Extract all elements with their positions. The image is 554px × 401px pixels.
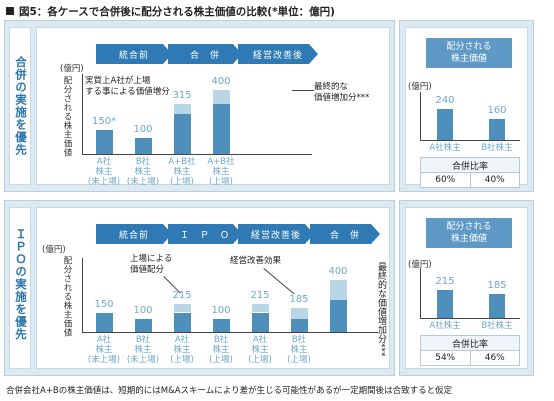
bar-base	[95, 312, 113, 332]
bottom-result-title: 配分される 株主価値	[426, 218, 512, 248]
bar-base	[134, 319, 152, 332]
bar-base	[489, 293, 505, 318]
bottom-flow-step-3: 経営改善後	[238, 224, 314, 244]
bar-value-label: 185	[487, 279, 507, 291]
bar-value-label: 400	[211, 76, 231, 87]
bar-value-label: 100	[133, 305, 153, 316]
bar-value-label: 185	[289, 293, 309, 305]
bar-value-label: 215	[435, 276, 455, 288]
top-ratio-header: 合併比率	[420, 157, 520, 173]
bar-category-label: B社 株主 (上場)	[287, 335, 311, 365]
bottom-flow-step-4: 合 併	[310, 224, 380, 244]
bar-category-label: A社 株主 (上場)	[170, 335, 194, 365]
bar-category-label: B社 株主 (上場)	[209, 335, 233, 365]
bar-category-label: B社 株主 (未上場)	[126, 335, 160, 365]
bar-category-label: B社株主	[481, 143, 513, 153]
bar-category-label: B社株主	[481, 321, 513, 331]
bottom-result-unit: (億円)	[408, 260, 432, 270]
bar-base	[251, 312, 269, 332]
bar-category-label: A社株主	[429, 321, 461, 331]
bottom-flow-step-2: Ｉ Ｐ Ｏ	[168, 224, 242, 244]
bar-base	[95, 130, 113, 154]
top-flow-step-1: 統合前	[96, 44, 172, 64]
bottom-result-y-axis	[420, 268, 421, 318]
bar-value-label: 150	[94, 298, 114, 310]
bar-value-label: 215	[172, 290, 192, 302]
bar-base	[134, 138, 152, 154]
top-y-axis-title: 配分される株主価値	[62, 76, 72, 157]
bottom-x-axis	[82, 332, 378, 333]
bar-increment	[212, 90, 230, 104]
bar-category-label: A+B社 株主 (上場)	[207, 157, 235, 187]
bar-value-label: 100	[133, 124, 153, 135]
bar-base	[212, 319, 230, 332]
bottom-ratio-table: 合併比率 54% 46%	[420, 335, 520, 366]
bar-value-label: 400	[328, 266, 348, 277]
bar-increment	[329, 280, 347, 300]
top-flow-step-3: 経営改善後	[238, 44, 318, 64]
bar-category-label: A社株主	[429, 143, 461, 153]
bar-value-label: 315	[172, 89, 192, 101]
bar-category-label: B社 株主 (未上場)	[126, 157, 160, 187]
bar-category-label: A+B社 株主 (上場)	[168, 157, 196, 187]
top-ratio-table: 合併比率 60% 40%	[420, 157, 520, 188]
bottom-y-axis	[82, 258, 83, 332]
bottom-result-x-axis	[420, 318, 520, 319]
bottom-y-axis-title: 配分される株主価値	[62, 256, 72, 337]
bottom-ratio-a: 54%	[420, 350, 471, 366]
bar-value-label: 215	[250, 290, 270, 302]
bar-base	[437, 108, 453, 140]
top-result-x-axis	[420, 140, 520, 141]
figure-title-text: 図5：各ケースで合併後に配分される株主価値の比較(*単位：億円)	[19, 6, 335, 18]
top-leader-line	[292, 90, 314, 91]
bar-base	[212, 103, 230, 154]
bar-value-label: 100	[211, 305, 231, 316]
title-square-icon	[6, 7, 14, 15]
top-y-axis	[82, 74, 83, 154]
bottom-unit-label: (億円)	[42, 245, 66, 255]
top-ratio-b: 40%	[469, 172, 520, 188]
top-x-axis	[82, 154, 312, 155]
bottom-note-improvement-effect: 経営改善効果	[230, 256, 282, 266]
top-result-y-axis	[420, 92, 421, 140]
bottom-note-ipo-allocation: 上場による 価値配分	[130, 254, 173, 275]
top-section-label: 合併の実施を優先	[14, 56, 28, 156]
bar-base	[290, 319, 308, 332]
top-result-unit: (億円)	[408, 82, 432, 92]
top-unit-label: (億円)	[60, 64, 84, 74]
top-ratio-a: 60%	[420, 172, 471, 188]
bottom-section-label-box	[9, 207, 31, 369]
bar-value-label: 160	[487, 105, 507, 117]
bar-increment	[173, 304, 191, 313]
bar-value-label: 240	[435, 94, 455, 106]
bar-category-label: A社 株主 (上場)	[248, 335, 272, 365]
bar-value-label: 150*	[91, 116, 117, 127]
bar-base	[173, 312, 191, 332]
bar-base	[489, 119, 505, 140]
bottom-flow-step-1: 統合前	[96, 224, 172, 244]
bar-category-label: A社 株主 (未上場)	[87, 335, 121, 365]
bar-base	[173, 114, 191, 154]
bar-increment	[173, 103, 191, 114]
bar-base	[329, 299, 347, 332]
bottom-ratio-b: 46%	[469, 350, 520, 366]
bar-increment	[290, 307, 308, 319]
top-flow-step-2: 合 併	[168, 44, 242, 64]
bar-base	[437, 290, 453, 318]
bottom-section-label: ＩＰＯの実施を優先	[14, 228, 28, 341]
footer-note: 合併会社A+Bの株主価値は、短期的にはM&Aスキームにより差が生じる可能性がある…	[6, 386, 453, 396]
bottom-ratio-header: 合併比率	[420, 335, 520, 351]
top-note-final-increment: 最終的な 価値増加分***	[314, 82, 370, 103]
top-result-title: 配分される 株主価値	[426, 38, 512, 68]
figure-title: 図5：各ケースで合併後に配分される株主価値の比較(*単位：億円)	[6, 4, 335, 19]
bar-category-label: A社 株主 (未上場)	[87, 157, 121, 187]
bottom-note-final-increment: 最終的な価値増加分***	[376, 262, 386, 357]
top-note-listing-increment: 実質上A社が上場 する事による価値増分	[85, 76, 170, 97]
top-section-label-box	[9, 27, 31, 185]
bar-increment	[251, 304, 269, 313]
